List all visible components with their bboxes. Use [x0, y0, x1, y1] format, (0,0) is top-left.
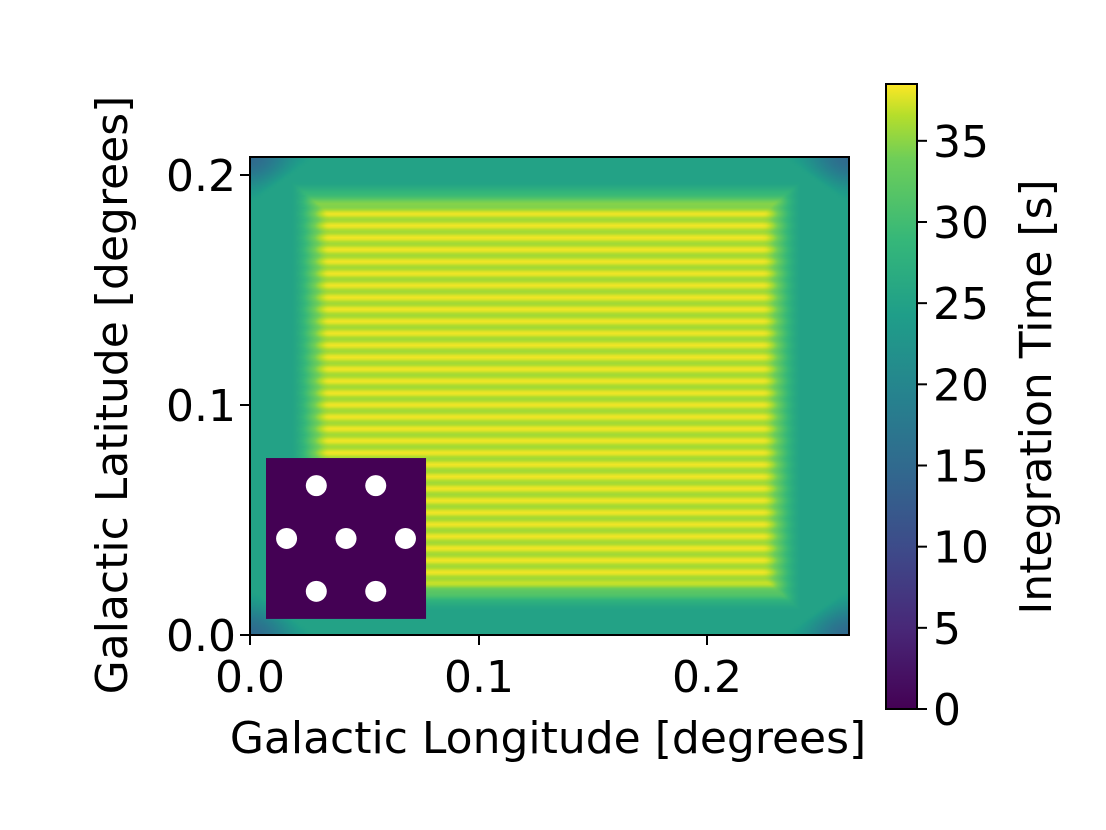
colorbar-tick-label-7: 35: [933, 117, 989, 168]
y-axis: 0.0 0.1 0.2 Galactic Latitude [degrees]: [87, 96, 250, 695]
inset-dot-3: [335, 527, 357, 549]
colorbar-tick-label-3: 15: [933, 441, 989, 492]
y-axis-label: Galactic Latitude [degrees]: [87, 96, 138, 695]
inset-dot-0: [305, 475, 327, 497]
colorbar-tick-label-5: 25: [933, 279, 989, 330]
colorbar-tick-label-2: 10: [933, 523, 989, 574]
x-tick-label-2: 0.2: [672, 652, 742, 703]
x-tick-label-1: 0.1: [444, 652, 514, 703]
inset-footprint: [266, 458, 427, 619]
heatmap-area: [249, 156, 850, 636]
y-tick-label-2: 0.2: [166, 151, 236, 202]
colorbar: 0 5 10 15 20 25 30 35 Integration Time [s]: [885, 83, 1062, 736]
inset-dot-5: [305, 580, 327, 602]
colorbar-tick-label-4: 20: [933, 360, 989, 411]
x-axis-label: Galactic Longitude [degrees]: [230, 713, 866, 764]
colorbar-gradient: [885, 83, 918, 710]
inset-dot-4: [394, 527, 416, 549]
y-tick-label-1: 0.1: [166, 381, 236, 432]
colorbar-tick-label-0: 0: [933, 685, 961, 736]
colorbar-tick-label-6: 30: [933, 198, 989, 249]
inset-dot-6: [365, 580, 387, 602]
x-axis: 0.0 0.1 0.2 Galactic Longitude [degrees]: [215, 635, 866, 764]
inset-dot-2: [276, 527, 298, 549]
inset-dot-1: [365, 475, 387, 497]
colorbar-label: Integration Time [s]: [1011, 179, 1062, 614]
x-tick-label-0: 0.0: [215, 652, 285, 703]
plot-frame: [249, 156, 850, 636]
colorbar-tick-label-1: 5: [933, 604, 961, 655]
y-tick-label-0: 0.0: [166, 611, 236, 662]
colorbar-ticks: 0 5 10 15 20 25 30 35: [917, 117, 989, 736]
